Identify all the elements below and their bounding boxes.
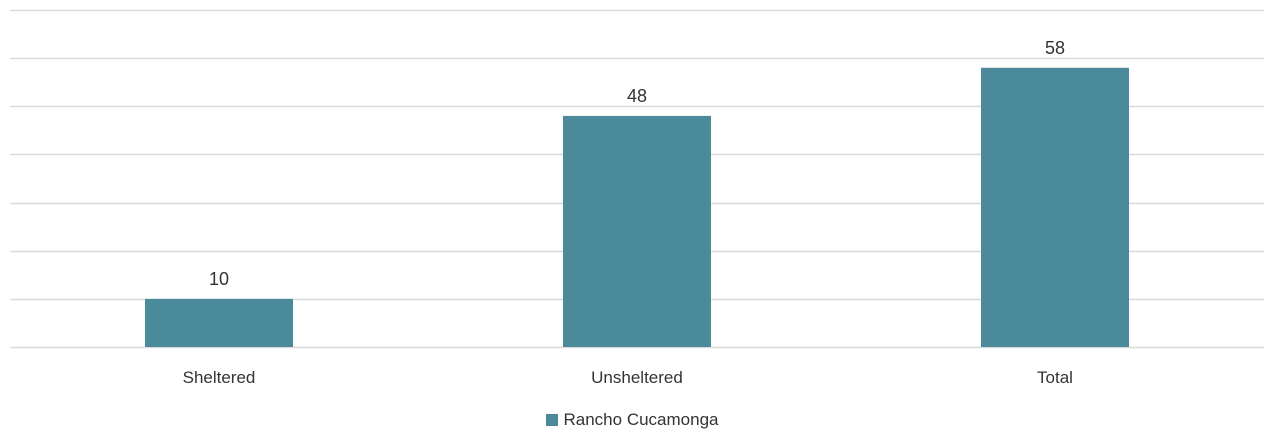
data-label-sheltered: 10	[209, 269, 229, 289]
legend-label: Rancho Cucamonga	[563, 410, 719, 429]
x-tick-unsheltered: Unsheltered	[591, 368, 683, 387]
legend-swatch	[545, 414, 558, 426]
bar-sheltered	[145, 298, 293, 347]
bars	[145, 67, 1129, 348]
x-tick-total: Total	[1037, 368, 1073, 387]
x-tick-sheltered: Sheltered	[183, 368, 256, 387]
bar-unsheltered	[563, 115, 711, 348]
legend: Rancho Cucamonga	[0, 410, 1264, 430]
bar-total	[981, 67, 1129, 348]
data-label-total: 58	[1045, 38, 1065, 58]
data-labels: 10 48 58	[209, 38, 1065, 289]
data-label-unsheltered: 48	[627, 86, 647, 106]
x-axis-ticks: Sheltered Unsheltered Total	[183, 368, 1073, 387]
